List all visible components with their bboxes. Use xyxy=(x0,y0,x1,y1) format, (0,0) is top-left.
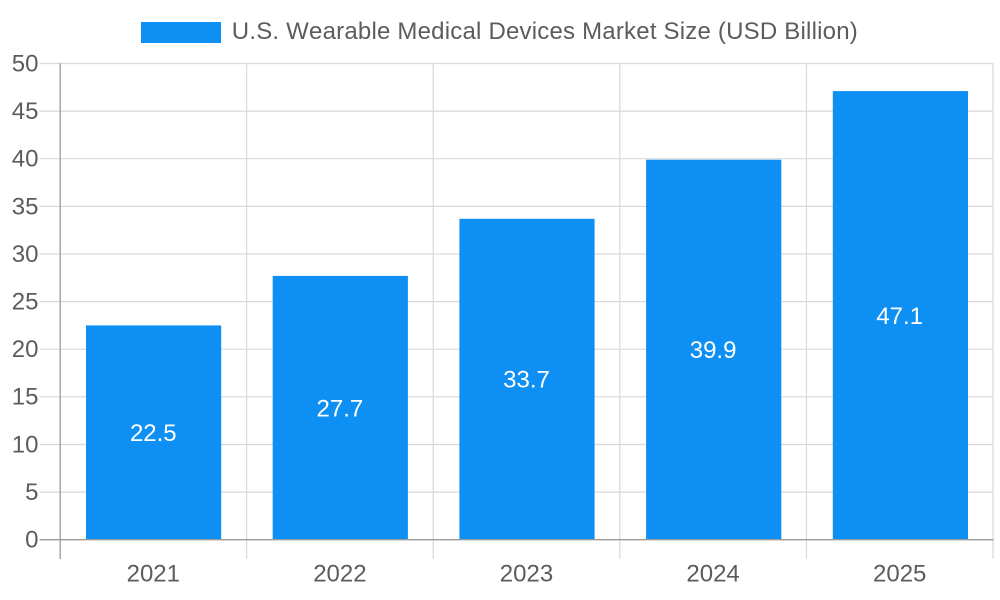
svg-text:40: 40 xyxy=(12,146,39,173)
svg-text:45: 45 xyxy=(12,98,39,125)
svg-text:2024: 2024 xyxy=(686,561,739,588)
svg-text:35: 35 xyxy=(12,193,39,220)
svg-text:10: 10 xyxy=(12,431,39,458)
svg-text:20: 20 xyxy=(12,336,39,363)
svg-text:2021: 2021 xyxy=(127,561,180,588)
svg-text:50: 50 xyxy=(12,50,39,77)
svg-text:47.1: 47.1 xyxy=(876,303,923,330)
svg-text:33.7: 33.7 xyxy=(503,367,550,394)
svg-text:U.S. Wearable Medical Devices: U.S. Wearable Medical Devices Market Siz… xyxy=(232,18,858,45)
svg-text:25: 25 xyxy=(12,289,39,316)
svg-text:15: 15 xyxy=(12,384,39,411)
svg-text:39.9: 39.9 xyxy=(690,337,737,364)
svg-text:27.7: 27.7 xyxy=(317,395,364,422)
svg-text:0: 0 xyxy=(25,527,38,554)
svg-text:22.5: 22.5 xyxy=(130,420,177,447)
svg-text:30: 30 xyxy=(12,241,39,268)
svg-text:2022: 2022 xyxy=(313,561,366,588)
svg-text:2023: 2023 xyxy=(500,561,553,588)
svg-text:5: 5 xyxy=(25,479,38,506)
svg-text:2025: 2025 xyxy=(873,561,926,588)
